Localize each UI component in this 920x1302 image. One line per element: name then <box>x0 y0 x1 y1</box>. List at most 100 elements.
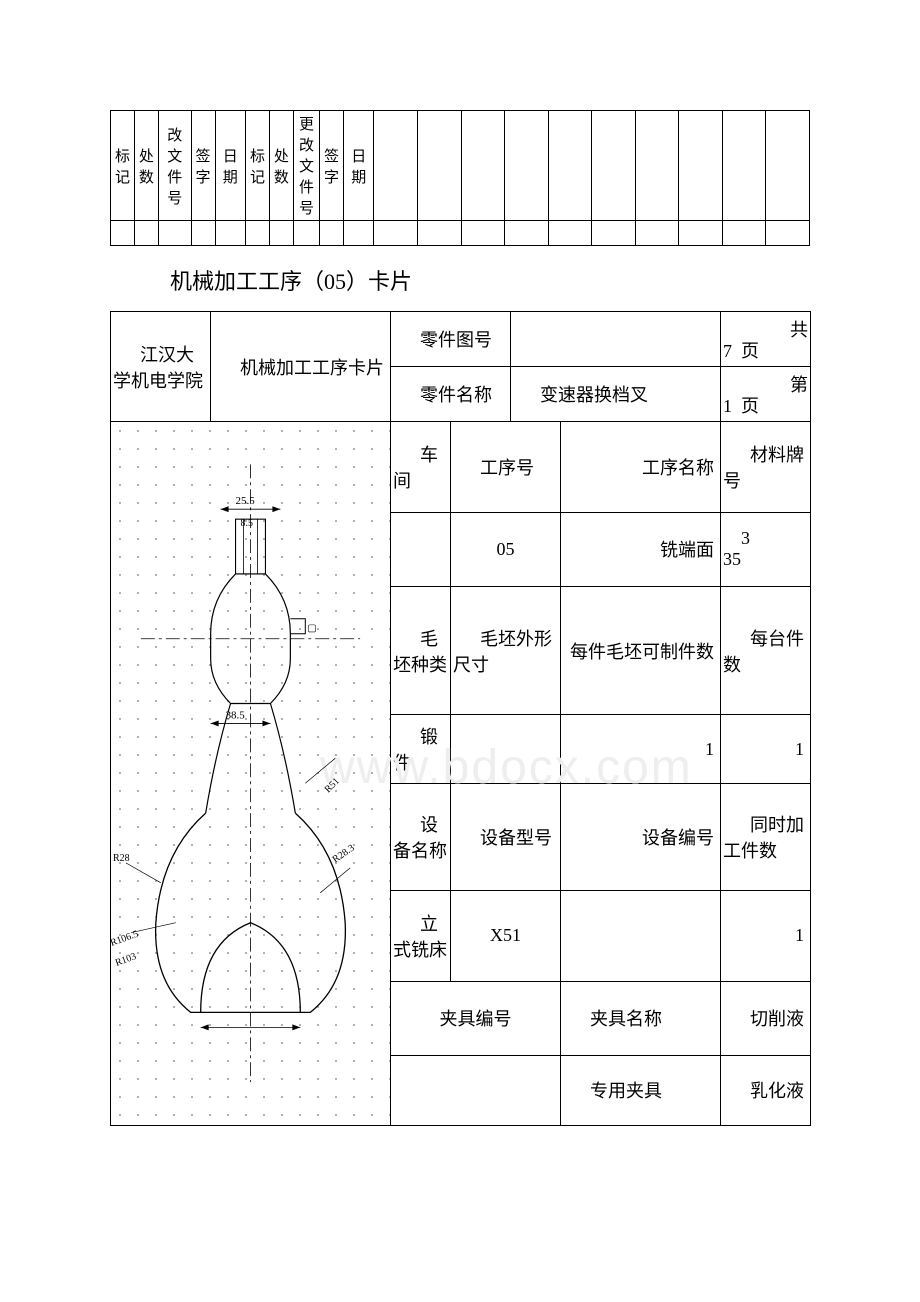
r4c1: 锻件 <box>391 715 451 784</box>
r1c1: 车间 <box>391 422 451 513</box>
dim-8-5: 8.5 <box>241 518 253 529</box>
r7c2: 夹具名称 <box>561 981 721 1056</box>
sig-cell-3: 改文件号 <box>158 111 191 221</box>
r8c3: 乳化液 <box>721 1056 811 1125</box>
thin-1 <box>111 221 135 246</box>
thin-3 <box>158 221 191 246</box>
page-prefix: 第 <box>790 371 808 397</box>
thin-13 <box>461 221 505 246</box>
part-number-value <box>511 312 721 367</box>
thin-15 <box>548 221 592 246</box>
thin-16 <box>592 221 636 246</box>
sig-cell-1: 标记 <box>111 111 135 221</box>
r2c4: 335 <box>721 512 811 587</box>
thin-17 <box>635 221 679 246</box>
signature-row: 标记 处数 改文件号 签字 日期 标记 处数 更改文件号 签字 日期 <box>111 111 810 221</box>
sig-empty-3 <box>461 111 505 221</box>
r3c3: 每件毛坯可制件数 <box>561 587 721 715</box>
thin-20 <box>766 221 810 246</box>
sig-cell-10: 日期 <box>343 111 373 221</box>
r7c3: 切削液 <box>721 981 811 1056</box>
r6c2: X51 <box>451 890 561 981</box>
thin-12 <box>418 221 462 246</box>
sig-empty-5 <box>548 111 592 221</box>
thin-8 <box>293 221 319 246</box>
sig-empty-7 <box>635 111 679 221</box>
part-diagram-svg: 25.5 8.5 ▢ <box>111 422 390 1125</box>
thin-7 <box>269 221 293 246</box>
r1c2: 工序号 <box>451 422 561 513</box>
signature-thin-row <box>111 221 810 246</box>
thin-6 <box>246 221 270 246</box>
sig-cell-6: 标记 <box>246 111 270 221</box>
header-row-1: 江汉大学机电学院 机械加工工序卡片 零件图号 共 7 页 <box>111 312 811 367</box>
dim-r51: R51 <box>323 776 343 796</box>
sig-empty-9 <box>722 111 766 221</box>
r5c4: 同时加工件数 <box>721 784 811 891</box>
r4c4: 1 <box>721 715 811 784</box>
grid-row-1: 25.5 8.5 ▢ <box>111 422 811 513</box>
r5c1: 设备名称 <box>391 784 451 891</box>
sig-cell-8: 更改文件号 <box>293 111 319 221</box>
thin-14 <box>505 221 549 246</box>
sig-cell-5: 日期 <box>215 111 245 221</box>
sig-empty-4 <box>505 111 549 221</box>
r1c4: 材料牌号 <box>721 422 811 513</box>
total-pages-cell: 共 7 页 <box>721 312 811 367</box>
part-number-label: 零件图号 <box>391 312 511 367</box>
part-name-value: 变速器换档叉 <box>511 367 721 422</box>
dim-r28: R28 <box>113 853 130 864</box>
dim-25-5: 25.5 <box>236 495 256 507</box>
page-num: 1 <box>723 396 732 416</box>
sig-cell-9: 签字 <box>320 111 344 221</box>
r3c1: 毛坯种类 <box>391 587 451 715</box>
thin-2 <box>134 221 158 246</box>
dim-r106-5: R106.5 <box>111 929 140 949</box>
diagram-cell: 25.5 8.5 ▢ <box>111 422 391 1126</box>
part-name-label: 零件名称 <box>391 367 511 422</box>
section-title: 机械加工工序（05）卡片 <box>170 264 920 296</box>
sig-empty-2 <box>418 111 462 221</box>
r5c2: 设备型号 <box>451 784 561 891</box>
thin-19 <box>722 221 766 246</box>
sig-empty-6 <box>592 111 636 221</box>
svg-text:▢: ▢ <box>307 623 316 634</box>
r6c1: 立式铣床 <box>391 890 451 981</box>
thin-4 <box>191 221 215 246</box>
thin-5 <box>215 221 245 246</box>
thin-11 <box>374 221 418 246</box>
r8c2: 专用夹具 <box>561 1056 721 1125</box>
dim-r103: R103 <box>114 951 138 969</box>
r7c1: 夹具编号 <box>391 981 561 1056</box>
r6c4: 1 <box>721 890 811 981</box>
sig-cell-4: 签字 <box>191 111 215 221</box>
school-cell: 江汉大学机电学院 <box>111 312 211 422</box>
total-pages-prefix: 共 <box>790 316 808 342</box>
r6c3 <box>561 890 721 981</box>
signature-strip-table: 标记 处数 改文件号 签字 日期 标记 处数 更改文件号 签字 日期 <box>110 110 810 246</box>
card-type-cell: 机械加工工序卡片 <box>211 312 391 422</box>
r2c1 <box>391 512 451 587</box>
sig-cell-7: 处数 <box>269 111 293 221</box>
r8c1 <box>391 1056 561 1125</box>
sig-empty-10 <box>766 111 810 221</box>
thin-18 <box>679 221 723 246</box>
thin-9 <box>320 221 344 246</box>
total-pages-num: 7 <box>723 341 732 361</box>
r2c3: 铣端面 <box>561 512 721 587</box>
r3c4: 每台件数 <box>721 587 811 715</box>
r4c2 <box>451 715 561 784</box>
process-card-table: 江汉大学机电学院 机械加工工序卡片 零件图号 共 7 页 零件名称 变速器换档叉… <box>110 311 811 1126</box>
r3c2: 毛坯外形尺寸 <box>451 587 561 715</box>
r5c3: 设备编号 <box>561 784 721 891</box>
r1c3: 工序名称 <box>561 422 721 513</box>
sig-cell-2: 处数 <box>134 111 158 221</box>
sig-empty-1 <box>374 111 418 221</box>
sig-empty-8 <box>679 111 723 221</box>
current-page-cell: 第 1 页 <box>721 367 811 422</box>
dim-r28-3: R28.3 <box>331 843 357 866</box>
r4c3: 1 <box>561 715 721 784</box>
page-suffix: 页 <box>741 396 759 416</box>
thin-10 <box>343 221 373 246</box>
total-pages-suffix: 页 <box>741 341 759 361</box>
